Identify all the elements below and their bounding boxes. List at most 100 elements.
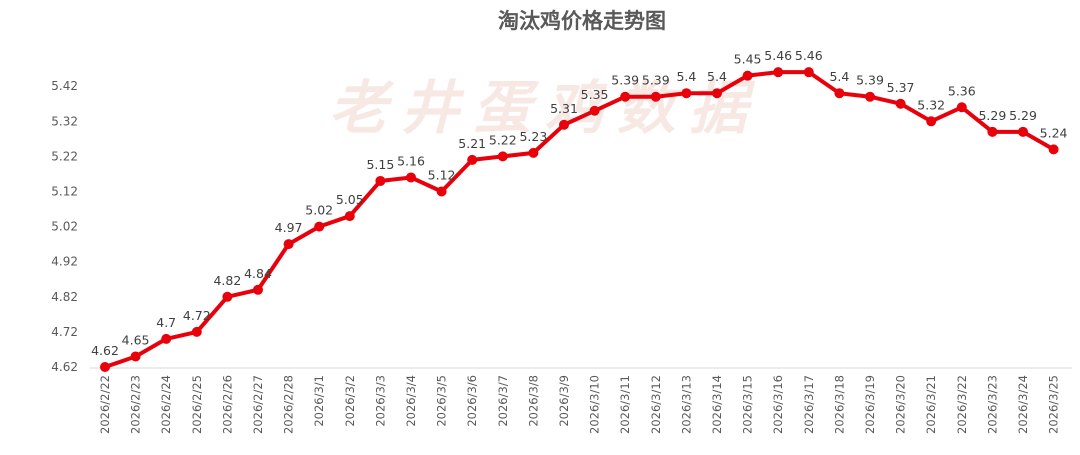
data-labels: 4.624.654.7 4.724.82 4.844.975.025.055.15 5… <box>91 48 1067 358</box>
data-point <box>436 186 447 197</box>
data-label: 4.65 <box>122 332 150 347</box>
y-axis-ticks: 4.62 4.72 4.82 4.92 5.02 5.12 5.22 5.32 5.42 <box>51 79 78 374</box>
x-tick-label: 2026/2/23 <box>129 375 143 434</box>
data-label: 5.45 <box>734 52 762 67</box>
data-label: 5.46 <box>764 48 792 63</box>
data-label: 5.22 <box>489 132 517 147</box>
data-label: 5.29 <box>978 108 1006 123</box>
x-tick-label: 2026/3/20 <box>894 375 908 434</box>
data-label: 4.62 <box>91 343 119 358</box>
x-axis-ticks: 2026/2/22 2026/2/23 2026/2/24 2026/2/25 2026… <box>98 375 1061 434</box>
x-tick-label: 2026/3/13 <box>679 375 693 434</box>
data-label: 5.39 <box>856 73 884 88</box>
x-tick-label: 2026/2/27 <box>251 375 265 434</box>
data-point <box>375 175 386 186</box>
x-tick-label: 2026/3/22 <box>955 375 969 434</box>
data-label: 5.36 <box>948 83 976 98</box>
data-label: 5.4 <box>707 69 727 84</box>
data-point <box>406 172 416 183</box>
series-line <box>104 70 1055 369</box>
data-point <box>467 154 478 165</box>
data-label: 5.23 <box>519 129 547 144</box>
y-tick-label: 4.72 <box>51 325 78 339</box>
data-point <box>926 116 937 127</box>
data-label: 5.4 <box>829 69 849 84</box>
data-label: 5.39 <box>642 73 670 88</box>
y-tick-label: 5.32 <box>51 114 78 128</box>
x-tick-label: 2026/3/17 <box>802 375 816 434</box>
data-point <box>222 291 233 302</box>
x-tick-label: 2026/3/25 <box>1047 375 1061 434</box>
y-tick-label: 4.82 <box>51 290 78 304</box>
x-tick-label: 2026/3/18 <box>832 375 846 434</box>
data-label: 4.72 <box>183 308 211 323</box>
data-label: 5.46 <box>795 48 823 63</box>
x-tick-label: 2026/3/12 <box>649 375 663 434</box>
data-label: 4.7 <box>156 315 176 330</box>
data-point <box>497 151 508 162</box>
x-tick-label: 2026/3/4 <box>404 375 418 427</box>
data-point <box>987 126 998 137</box>
data-point <box>742 70 753 81</box>
y-tick-label: 4.92 <box>51 255 78 269</box>
data-point <box>834 88 845 99</box>
data-point <box>253 284 263 295</box>
data-point <box>528 147 539 158</box>
data-label: 4.97 <box>275 220 303 235</box>
data-label: 5.35 <box>581 87 609 102</box>
data-point <box>681 88 692 99</box>
data-point <box>650 91 661 102</box>
data-point <box>1048 144 1059 155</box>
data-label: 5.4 <box>676 69 696 84</box>
data-label: 5.31 <box>550 101 578 116</box>
data-point <box>712 88 722 99</box>
x-tick-label: 2026/3/14 <box>710 375 724 434</box>
x-tick-label: 2026/3/15 <box>741 375 755 434</box>
y-tick-label: 4.62 <box>51 360 78 374</box>
data-label: 5.37 <box>887 80 915 95</box>
x-tick-label: 2026/3/24 <box>1016 375 1030 434</box>
x-tick-label: 2026/3/11 <box>618 375 632 434</box>
x-tick-label: 2026/3/16 <box>771 375 785 434</box>
x-tick-label: 2026/2/25 <box>190 375 204 434</box>
x-tick-label: 2026/3/6 <box>465 375 479 427</box>
x-tick-label: 2026/2/22 <box>98 375 112 434</box>
data-label: 5.39 <box>611 73 639 88</box>
data-points <box>100 67 1059 372</box>
x-tick-label: 2026/3/2 <box>343 375 357 427</box>
data-label: 5.12 <box>428 168 456 183</box>
data-point <box>283 239 294 250</box>
data-label: 5.05 <box>336 192 364 207</box>
y-tick-label: 5.02 <box>51 220 78 234</box>
watermark: 老井蛋鸡数据 <box>329 74 761 142</box>
x-tick-label: 2026/3/9 <box>557 375 571 427</box>
data-label: 5.24 <box>1040 125 1068 140</box>
x-tick-label: 2026/3/1 <box>312 375 326 427</box>
x-tick-label: 2026/3/19 <box>863 375 877 434</box>
x-tick-label: 2026/3/8 <box>526 375 540 427</box>
data-point <box>559 119 569 130</box>
x-tick-label: 2026/2/24 <box>159 375 173 434</box>
x-tick-label: 2026/3/21 <box>924 375 938 434</box>
data-point <box>1018 126 1028 137</box>
data-point <box>191 326 202 337</box>
data-point <box>620 91 631 102</box>
data-point <box>100 362 110 372</box>
chart-title: 淘汰鸡价格走势图 <box>498 8 666 33</box>
data-label: 5.02 <box>305 203 333 218</box>
data-point <box>956 102 967 113</box>
data-label: 5.29 <box>1009 108 1037 123</box>
y-tick-label: 5.22 <box>51 149 78 163</box>
x-tick-label: 2026/3/10 <box>588 375 602 434</box>
data-point <box>803 67 814 78</box>
data-point <box>773 67 784 78</box>
data-point <box>130 351 141 362</box>
data-point <box>161 333 172 344</box>
data-label: 5.32 <box>917 97 945 112</box>
x-tick-label: 2026/3/5 <box>435 375 449 427</box>
x-tick-label: 2026/2/26 <box>220 375 234 434</box>
y-tick-label: 5.42 <box>51 79 78 93</box>
data-point <box>314 221 325 232</box>
data-point <box>895 98 906 109</box>
